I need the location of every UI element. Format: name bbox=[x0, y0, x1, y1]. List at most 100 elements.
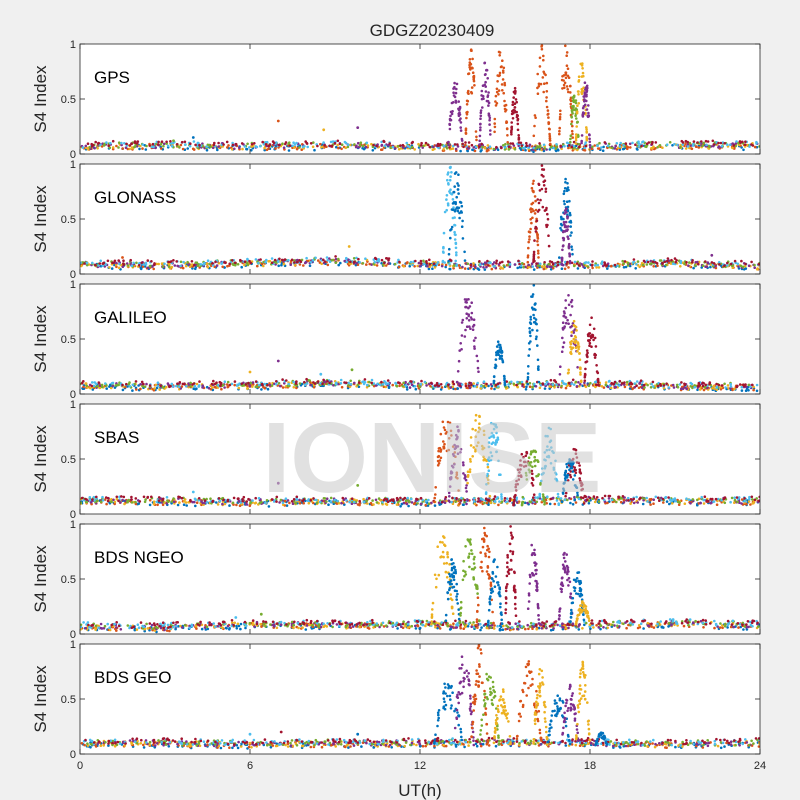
data-point bbox=[172, 259, 175, 262]
data-point bbox=[346, 145, 350, 149]
data-point bbox=[560, 259, 564, 263]
data-point bbox=[702, 141, 706, 145]
data-point bbox=[744, 389, 748, 393]
data-point bbox=[566, 182, 569, 185]
data-point bbox=[570, 120, 574, 123]
data-point bbox=[214, 260, 217, 264]
data-point bbox=[573, 340, 576, 344]
data-point bbox=[479, 384, 483, 388]
data-point bbox=[487, 104, 490, 107]
data-point bbox=[111, 381, 115, 385]
data-point bbox=[349, 379, 353, 383]
data-point bbox=[513, 86, 517, 90]
data-point bbox=[387, 262, 391, 265]
data-point bbox=[430, 381, 433, 385]
data-point bbox=[96, 385, 99, 388]
data-point bbox=[173, 264, 177, 267]
data-point bbox=[486, 77, 490, 80]
data-point bbox=[558, 126, 561, 130]
data-point bbox=[472, 499, 476, 503]
data-point bbox=[701, 264, 705, 268]
data-point bbox=[203, 499, 207, 502]
data-point bbox=[456, 188, 460, 191]
data-point bbox=[455, 195, 459, 199]
data-point bbox=[564, 229, 568, 232]
data-point bbox=[487, 384, 490, 388]
data-point bbox=[375, 144, 378, 148]
data-point bbox=[704, 260, 707, 263]
data-point bbox=[512, 382, 515, 386]
data-point bbox=[747, 500, 751, 503]
data-point bbox=[223, 261, 226, 264]
data-point bbox=[357, 385, 361, 389]
data-point bbox=[511, 100, 515, 104]
data-point bbox=[589, 336, 593, 340]
data-point bbox=[547, 121, 550, 124]
data-point bbox=[628, 382, 632, 386]
data-point bbox=[671, 383, 675, 387]
data-point bbox=[330, 144, 334, 148]
data-point bbox=[684, 142, 687, 146]
data-point bbox=[749, 503, 752, 506]
data-point bbox=[279, 498, 283, 502]
data-point bbox=[509, 142, 512, 145]
data-point bbox=[639, 379, 643, 383]
data-point bbox=[473, 149, 477, 153]
data-point bbox=[569, 134, 573, 137]
data-point bbox=[183, 498, 187, 501]
data-point bbox=[622, 262, 625, 266]
data-point bbox=[568, 144, 571, 147]
data-point bbox=[228, 504, 231, 507]
data-point bbox=[528, 330, 532, 333]
data-point bbox=[636, 260, 640, 263]
data-point bbox=[325, 256, 329, 259]
data-point bbox=[420, 379, 423, 383]
data-point bbox=[567, 368, 570, 372]
data-point bbox=[312, 385, 316, 389]
data-point bbox=[188, 265, 192, 269]
data-point bbox=[384, 264, 388, 267]
data-point bbox=[516, 122, 520, 126]
data-point bbox=[185, 504, 188, 507]
data-point bbox=[155, 262, 158, 266]
data-point bbox=[384, 382, 388, 386]
data-point bbox=[319, 381, 322, 385]
data-point bbox=[196, 142, 199, 145]
data-point bbox=[601, 149, 605, 152]
data-point bbox=[637, 145, 641, 148]
data-point bbox=[632, 258, 636, 261]
data-point bbox=[111, 146, 115, 149]
data-point bbox=[176, 382, 179, 386]
data-point bbox=[365, 141, 369, 145]
data-point bbox=[611, 146, 614, 150]
data-point bbox=[517, 144, 520, 148]
data-point bbox=[555, 383, 558, 386]
data-point bbox=[492, 381, 496, 385]
data-point bbox=[584, 144, 588, 148]
data-point bbox=[344, 146, 348, 150]
data-point bbox=[538, 82, 541, 86]
data-point bbox=[322, 258, 325, 262]
data-point bbox=[481, 84, 485, 87]
data-point bbox=[237, 499, 241, 503]
data-point bbox=[265, 258, 268, 262]
data-point bbox=[455, 380, 459, 384]
data-point bbox=[607, 380, 611, 383]
data-point bbox=[336, 499, 339, 503]
data-point bbox=[340, 143, 344, 146]
data-point bbox=[572, 144, 576, 148]
data-point bbox=[426, 265, 429, 268]
data-point bbox=[358, 502, 362, 505]
data-point bbox=[413, 501, 417, 505]
data-point bbox=[580, 139, 583, 143]
data-point bbox=[189, 499, 192, 503]
data-point bbox=[479, 111, 483, 114]
data-point bbox=[328, 257, 331, 260]
data-point bbox=[637, 386, 641, 390]
data-point bbox=[292, 380, 295, 384]
data-point bbox=[425, 262, 429, 265]
data-point bbox=[706, 261, 710, 264]
data-point bbox=[543, 261, 546, 264]
data-point bbox=[702, 388, 706, 392]
data-point bbox=[81, 146, 85, 149]
